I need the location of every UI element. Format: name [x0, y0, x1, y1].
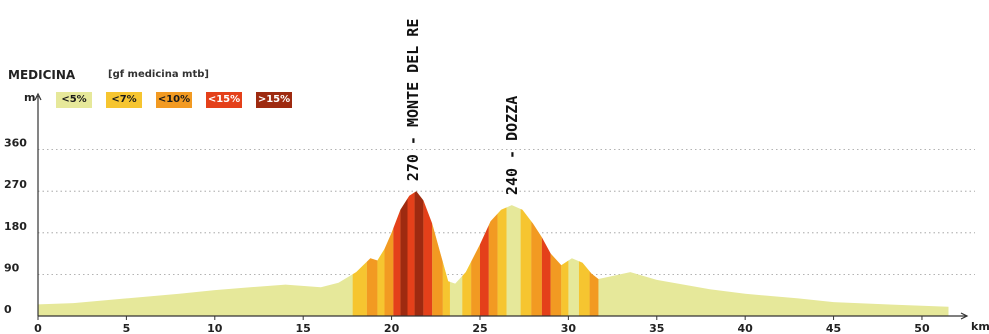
grade-band [400, 191, 408, 316]
grade-band [550, 191, 562, 316]
x-tick-label: 5 [123, 322, 131, 334]
x-tick-label: 20 [384, 322, 400, 334]
y-tick-label: 90 [4, 261, 20, 274]
grade-band [366, 191, 378, 316]
grade-band [561, 191, 569, 316]
legend-item: >15% [256, 92, 292, 108]
x-tick-label: 40 [738, 322, 754, 334]
x-tick-label: 50 [914, 322, 930, 334]
grade-band [497, 191, 507, 316]
grade-bands [352, 191, 599, 316]
chart-subtitle: [gf medicina mtb] [108, 69, 209, 80]
peak-label: 240 - DOZZA [503, 96, 521, 195]
y-tick-label: 270 [4, 178, 27, 191]
grade-band [578, 191, 590, 316]
grade-band [442, 191, 450, 316]
grade-band [479, 191, 489, 316]
x-tick-label: 45 [826, 322, 841, 334]
grade-band [352, 191, 367, 316]
grade-band [377, 191, 385, 316]
legend-item: <5% [56, 92, 92, 108]
grade-band [432, 191, 443, 316]
grade-band [541, 191, 551, 316]
x-axis-label: km [971, 320, 989, 333]
grade-band [462, 191, 472, 316]
x-axis-arrow [960, 312, 969, 320]
chart-title: MEDICINA [8, 68, 76, 82]
x-tick-label: 25 [472, 322, 487, 334]
x-tick-label: 15 [296, 322, 311, 334]
grade-band [471, 191, 480, 316]
x-tick-label: 0 [34, 322, 42, 334]
grade-band [384, 191, 394, 316]
peak-annotations: 270 - MONTE DEL RE 240 - DOZZA [404, 19, 521, 195]
grade-band [414, 191, 424, 316]
legend-item: <7% [106, 92, 142, 108]
y-tick-label: 180 [4, 220, 27, 233]
grade-band [407, 191, 415, 316]
grade-band [531, 191, 542, 316]
grade-band [488, 191, 498, 316]
y-tick-label: 0 [4, 303, 12, 316]
y-tick-label: 360 [4, 137, 27, 150]
x-tick-label: 10 [207, 322, 223, 334]
grade-band [589, 191, 599, 316]
legend-item: <15% [206, 92, 242, 108]
x-tick-label: 30 [561, 322, 577, 334]
peak-label: 270 - MONTE DEL RE [404, 19, 422, 182]
axes [34, 92, 969, 320]
grade-band [520, 191, 532, 316]
grade-legend: <5% <7% <10% <15% >15% [56, 92, 306, 110]
x-tick-label: 35 [649, 322, 664, 334]
grade-band [423, 191, 433, 316]
grade-band [393, 191, 401, 316]
y-axis-arrow [34, 92, 42, 101]
legend-item: <10% [156, 92, 192, 108]
y-axis-label: m [24, 91, 35, 104]
tick-labels: 0 5 10 15 20 25 30 35 40 45 50 0 90 180 270 360 km m [4, 91, 989, 334]
